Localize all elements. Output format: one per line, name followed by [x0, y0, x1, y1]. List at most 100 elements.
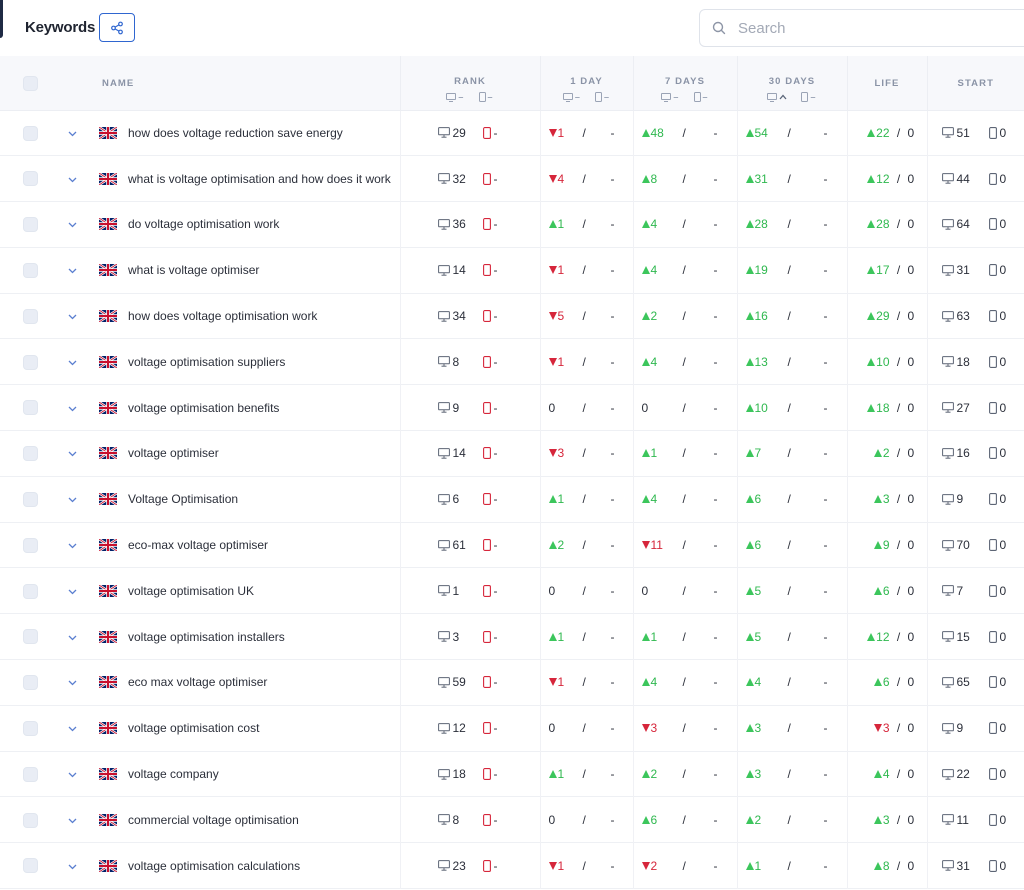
keyword-text[interactable]: voltage optimisation calculations [128, 858, 301, 873]
chevron-down-icon[interactable] [68, 360, 77, 366]
keyword-text[interactable]: what is voltage optimiser [128, 263, 260, 278]
days7-header[interactable]: 7 DAYS – – [632, 56, 737, 111]
keyword-text[interactable]: voltage optimisation installers [128, 629, 285, 644]
separator: / [896, 400, 901, 415]
row-checkbox[interactable] [22, 812, 38, 828]
day1-mobile: - [610, 309, 615, 324]
expand-cell [60, 247, 90, 293]
row-checkbox[interactable] [22, 720, 38, 736]
uk-flag-icon [99, 722, 117, 735]
keyword-text[interactable]: commercial voltage optimisation [128, 812, 299, 827]
expand-cell [60, 522, 90, 568]
start-cell: 27 0 [926, 384, 1024, 431]
keyword-text[interactable]: voltage optimisation benefits [128, 400, 280, 415]
row-checkbox[interactable] [22, 629, 38, 645]
days7-mobile: - [713, 675, 718, 690]
chevron-down-icon[interactable] [68, 451, 77, 457]
rank-mobile: - [493, 354, 498, 369]
keyword-text[interactable]: do voltage optimisation work [128, 217, 280, 232]
row-checkbox[interactable] [22, 537, 38, 553]
chevron-down-icon[interactable] [68, 589, 77, 595]
desktop-icon [941, 631, 954, 642]
share-button[interactable] [99, 13, 135, 42]
row-checkbox[interactable] [22, 400, 38, 416]
keyword-text[interactable]: voltage optimiser [128, 446, 219, 461]
row-checkbox[interactable] [22, 858, 38, 874]
search-input[interactable] [736, 18, 1000, 38]
row-checkbox[interactable] [22, 308, 38, 324]
chevron-down-icon[interactable] [68, 222, 77, 228]
change-value: 3 [882, 812, 890, 827]
desktop-icon [446, 92, 457, 102]
trend-up-icon [641, 495, 650, 504]
chevron-down-icon[interactable] [68, 314, 77, 320]
trend-up-icon [873, 449, 882, 458]
keyword-text[interactable]: how does voltage optimisation work [128, 309, 318, 324]
chevron-down-icon[interactable] [68, 543, 77, 549]
day1-cell: 1 / - [539, 247, 633, 294]
keyword-text[interactable]: how does voltage reduction save energy [128, 125, 343, 140]
days30-cell: 2 / - [736, 796, 847, 843]
row-checkbox[interactable] [22, 262, 38, 278]
separator: / [582, 812, 586, 827]
chevron-down-icon[interactable] [68, 772, 77, 778]
chevron-down-icon[interactable] [68, 406, 77, 412]
mobile-icon [988, 584, 997, 597]
days30-header[interactable]: 30 DAYS – [736, 56, 847, 111]
row-checkbox[interactable] [22, 675, 38, 691]
keyword-cell: do voltage optimisation work [90, 202, 400, 248]
row-checkbox[interactable] [22, 125, 38, 141]
keyword-text[interactable]: what is voltage optimisation and how doe… [128, 171, 391, 186]
desktop-icon [941, 768, 954, 780]
change-value: 3 [754, 721, 762, 736]
table-row: how does voltage reduction save energy 29… [0, 110, 1024, 156]
life-header[interactable]: LIFE [846, 56, 927, 111]
chevron-down-icon[interactable] [68, 268, 77, 274]
day1-mobile: - [610, 675, 615, 690]
trend-up-icon [641, 449, 650, 458]
separator: / [896, 812, 901, 827]
row-checkbox[interactable] [22, 766, 38, 782]
separator: / [582, 858, 586, 873]
keyword-text[interactable]: voltage optimisation cost [128, 721, 260, 736]
chevron-down-icon[interactable] [68, 497, 77, 503]
chevron-down-icon[interactable] [68, 177, 77, 183]
chevron-down-icon[interactable] [68, 818, 77, 824]
day1-cell: 0 / - [539, 705, 633, 752]
expand-cell [60, 705, 90, 751]
days7-cell: 4 / - [632, 247, 737, 294]
chevron-down-icon[interactable] [68, 726, 77, 732]
row-checkbox[interactable] [22, 491, 38, 507]
days30-cell: 54 / - [736, 110, 847, 156]
chevron-down-icon[interactable] [68, 635, 77, 641]
search-box[interactable] [699, 9, 1024, 47]
chevron-down-icon[interactable] [68, 864, 77, 870]
chevron-down-icon[interactable] [68, 131, 77, 137]
row-checkbox[interactable] [22, 217, 38, 233]
row-checkbox[interactable] [22, 446, 38, 462]
day1-cell: 1 / - [539, 659, 633, 706]
rank-desktop: 14 [452, 446, 466, 461]
name-header[interactable]: NAME [90, 56, 400, 111]
keyword-text[interactable]: voltage optimisation UK [128, 583, 255, 598]
keyword-text[interactable]: eco-max voltage optimiser [128, 538, 269, 553]
day1-header[interactable]: 1 DAY – – [539, 56, 633, 111]
start-cell: 31 0 [926, 247, 1024, 294]
start-desktop: 31 [956, 263, 970, 278]
keyword-text[interactable]: Voltage Optimisation [128, 492, 239, 507]
life-cell: 18 / 0 [846, 384, 927, 431]
keyword-text[interactable]: voltage optimisation suppliers [128, 354, 286, 369]
rank-desktop: 8 [452, 812, 460, 827]
start-header[interactable]: START [926, 56, 1024, 111]
start-desktop: 70 [956, 538, 970, 553]
rank-header[interactable]: RANK – – [399, 56, 540, 111]
rank-cell: 3- [399, 613, 540, 660]
select-all-checkbox[interactable] [22, 76, 38, 91]
row-checkbox[interactable] [22, 583, 38, 599]
row-checkbox[interactable] [22, 171, 38, 187]
chevron-down-icon[interactable] [68, 680, 77, 686]
keyword-text[interactable]: voltage company [128, 767, 219, 782]
day1-cell: 5 / - [539, 293, 633, 339]
keyword-text[interactable]: eco max voltage optimiser [128, 675, 268, 690]
row-checkbox[interactable] [22, 354, 38, 370]
